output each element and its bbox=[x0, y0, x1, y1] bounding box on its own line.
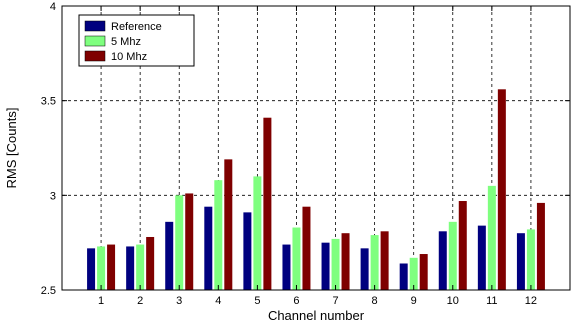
bar-reference-channel-5 bbox=[243, 212, 252, 290]
bar-10-mhz-channel-3 bbox=[185, 193, 194, 290]
x-tick-label: 10 bbox=[447, 295, 459, 307]
x-tick-label: 8 bbox=[372, 295, 378, 307]
x-tick-label: 4 bbox=[215, 295, 221, 307]
ticks bbox=[62, 5, 570, 291]
bar-reference-channel-6 bbox=[282, 244, 291, 290]
bar-5-mhz-channel-8 bbox=[370, 235, 379, 290]
bar-5-mhz-channel-2 bbox=[136, 244, 145, 290]
bar-reference-channel-12 bbox=[516, 233, 525, 290]
x-tick-label: 12 bbox=[525, 295, 537, 307]
bar-10-mhz-channel-6 bbox=[302, 206, 311, 290]
bar-reference-channel-2 bbox=[126, 246, 135, 290]
bar-10-mhz-channel-8 bbox=[380, 231, 389, 290]
bar-5-mhz-channel-7 bbox=[331, 238, 340, 290]
x-tick-label: 6 bbox=[293, 295, 299, 307]
plot-frame bbox=[61, 5, 571, 291]
bar-5-mhz-channel-1 bbox=[97, 246, 106, 290]
bar-5-mhz-channel-11 bbox=[487, 185, 496, 290]
tick-labels: 2.533.541 2 3 4 5 6 7 8 9 10 11 12 bbox=[41, 1, 537, 307]
legend-label: 10 Mhz bbox=[111, 51, 147, 63]
bar-reference-channel-7 bbox=[321, 242, 330, 290]
bar-reference-channel-3 bbox=[165, 221, 174, 290]
legend-label: Reference bbox=[111, 21, 162, 33]
legend-label: 5 Mhz bbox=[111, 36, 141, 48]
bar-reference-channel-10 bbox=[438, 231, 447, 290]
x-tick-label: 7 bbox=[332, 295, 338, 307]
bar-10-mhz-channel-10 bbox=[458, 201, 467, 290]
bars bbox=[87, 89, 545, 290]
bar-5-mhz-channel-9 bbox=[409, 257, 418, 290]
bar-5-mhz-channel-6 bbox=[292, 227, 301, 290]
bar-5-mhz-channel-4 bbox=[214, 180, 223, 290]
bar-10-mhz-channel-12 bbox=[536, 202, 545, 290]
bar-10-mhz-channel-5 bbox=[263, 117, 272, 290]
x-tick-label: 3 bbox=[176, 295, 182, 307]
bar-reference-channel-9 bbox=[399, 263, 408, 290]
legend-swatch bbox=[84, 50, 106, 62]
y-axis-label: RMS [Counts] bbox=[4, 108, 19, 189]
legend: Reference 5 Mhz 10 Mhz bbox=[78, 14, 195, 67]
y-tick-label: 4 bbox=[50, 1, 56, 13]
y-tick-label: 3.5 bbox=[41, 96, 56, 108]
y-tick-label: 2.5 bbox=[41, 285, 56, 297]
x-tick-label: 1 bbox=[98, 295, 104, 307]
x-tick-label: 2 bbox=[137, 295, 143, 307]
x-tick-label: 11 bbox=[486, 295, 497, 307]
bar-10-mhz-channel-11 bbox=[497, 89, 506, 290]
bar-10-mhz-channel-1 bbox=[107, 244, 116, 290]
bar-5-mhz-channel-5 bbox=[253, 176, 262, 290]
bar-5-mhz-channel-12 bbox=[526, 229, 535, 290]
x-tick-label: 9 bbox=[411, 295, 417, 307]
bar-reference-channel-11 bbox=[477, 225, 486, 290]
legend-swatch bbox=[84, 35, 106, 47]
bar-reference-channel-1 bbox=[87, 248, 96, 290]
x-tick-label: 5 bbox=[254, 295, 260, 307]
bar-reference-channel-4 bbox=[204, 206, 213, 290]
y-tick-label: 3 bbox=[50, 190, 56, 202]
bar-5-mhz-channel-3 bbox=[175, 195, 184, 290]
bar-10-mhz-channel-7 bbox=[341, 233, 350, 290]
bar-5-mhz-channel-10 bbox=[448, 221, 457, 290]
legend-swatch bbox=[84, 20, 106, 32]
bar-10-mhz-channel-2 bbox=[146, 236, 155, 290]
bar-reference-channel-8 bbox=[360, 248, 369, 290]
x-axis-label: Channel number bbox=[268, 308, 365, 323]
bar-10-mhz-channel-4 bbox=[224, 159, 233, 290]
bar-10-mhz-channel-9 bbox=[419, 254, 428, 290]
